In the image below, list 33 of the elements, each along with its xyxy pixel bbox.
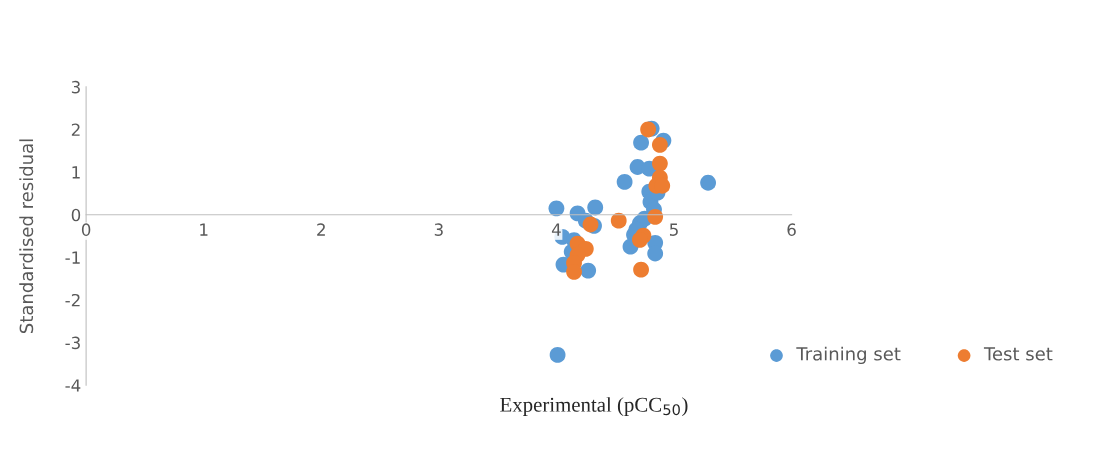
point xyxy=(582,216,599,233)
point xyxy=(587,199,604,216)
legend-label: Test set xyxy=(983,347,1053,361)
x-tick-label: 0 xyxy=(81,223,91,236)
y-tick-label: -2 xyxy=(65,293,80,307)
x-tick-label: 6 xyxy=(787,223,796,236)
point xyxy=(580,262,597,279)
x-tick-label: 2 xyxy=(317,223,325,236)
point xyxy=(548,200,565,217)
y-tick-label: 2 xyxy=(71,123,80,136)
point xyxy=(633,134,649,151)
point xyxy=(647,208,664,225)
x-tick-label: 1 xyxy=(200,223,208,236)
x-tick-label: 5 xyxy=(669,223,678,236)
y-tick-label: -3 xyxy=(65,336,80,350)
legend-label: Training set xyxy=(796,346,901,365)
point xyxy=(700,174,717,191)
x-axis-title: Experimental (pCC$_{50}$) xyxy=(500,397,688,417)
y-axis-title: Standardised residual xyxy=(19,139,34,334)
point xyxy=(610,212,627,229)
point xyxy=(651,136,668,153)
y-tick-label: 3 xyxy=(71,80,80,94)
x-tick-label: 3 xyxy=(434,223,443,236)
point xyxy=(651,155,668,172)
y-tick-label: 0 xyxy=(71,208,81,222)
y-tick-label: -4 xyxy=(65,379,81,392)
point xyxy=(631,231,648,248)
point xyxy=(616,173,633,190)
point xyxy=(633,261,649,278)
x-tick-label: 4 xyxy=(551,223,561,236)
y-tick-label: -1 xyxy=(65,251,80,264)
point xyxy=(549,347,566,363)
y-tick-label: 1 xyxy=(72,166,80,179)
